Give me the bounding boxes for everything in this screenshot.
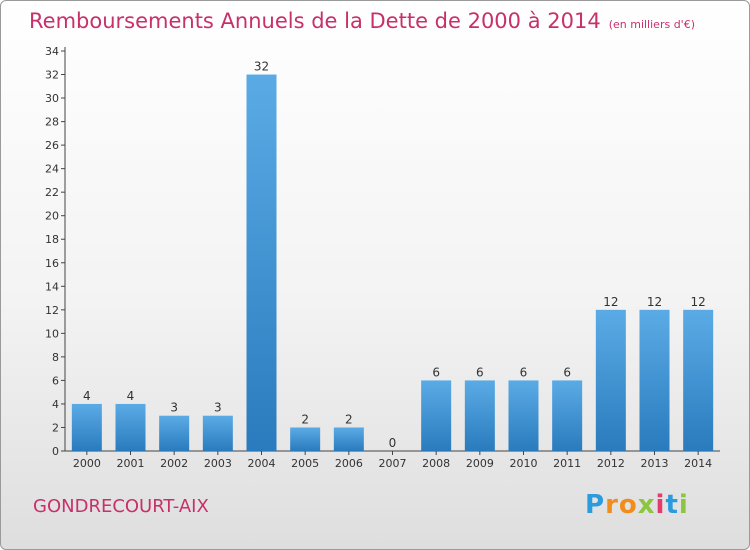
bar-2002 <box>159 415 190 451</box>
y-tick-label: 8 <box>52 351 59 364</box>
y-tick-label: 18 <box>45 233 59 246</box>
y-tick-label: 12 <box>45 304 59 317</box>
y-tick-label: 26 <box>45 139 59 152</box>
y-tick-label: 14 <box>45 280 59 293</box>
city-name: GONDRECOURT-AIX <box>33 496 209 517</box>
data-label-2003: 3 <box>214 401 222 415</box>
x-tick-label-2008: 2008 <box>422 457 450 470</box>
bar-2005 <box>290 427 321 451</box>
data-label-2012: 12 <box>603 295 618 309</box>
x-tick-label-2010: 2010 <box>510 457 538 470</box>
y-tick-label: 20 <box>45 210 59 223</box>
data-label-2001: 4 <box>127 389 135 403</box>
logo-letter: t <box>665 490 679 520</box>
y-tick-label: 6 <box>52 374 59 387</box>
y-tick-label: 22 <box>45 186 59 199</box>
x-tick-label-2004: 2004 <box>248 457 276 470</box>
chart-title-unit: (en milliers d'€) <box>608 18 695 31</box>
data-label-2013: 12 <box>647 295 662 309</box>
logo-letter: x <box>637 490 656 520</box>
logo-letter: i <box>678 490 689 520</box>
data-label-2009: 6 <box>476 365 484 379</box>
x-tick-label-2011: 2011 <box>553 457 581 470</box>
y-tick-label: 32 <box>45 69 59 82</box>
y-tick-label: 10 <box>45 327 59 340</box>
bar-2009 <box>464 380 495 451</box>
bar-2013 <box>639 309 670 451</box>
y-tick-label: 0 <box>52 445 59 458</box>
x-tick-label-2003: 2003 <box>204 457 232 470</box>
data-label-2011: 6 <box>563 365 571 379</box>
x-tick-label-2005: 2005 <box>291 457 319 470</box>
bar-2011 <box>552 380 583 451</box>
proxiti-logo: Proxiti <box>585 490 689 520</box>
data-label-2005: 2 <box>301 412 309 426</box>
chart-title: Remboursements Annuels de la Dette de 20… <box>29 9 695 33</box>
x-tick-label-2009: 2009 <box>466 457 494 470</box>
y-tick-label: 28 <box>45 116 59 129</box>
x-tick-label-2000: 2000 <box>73 457 101 470</box>
data-label-2006: 2 <box>345 412 353 426</box>
chart-title-main: Remboursements Annuels de la Dette de 20… <box>29 9 601 33</box>
logo-letter: P <box>585 490 606 520</box>
y-tick-label: 4 <box>52 398 59 411</box>
logo-letter: o <box>618 490 638 520</box>
bar-2004 <box>246 74 277 451</box>
data-label-2010: 6 <box>520 365 528 379</box>
y-tick-label: 24 <box>45 163 59 176</box>
bar-2000 <box>71 403 102 451</box>
logo-letter: i <box>655 490 666 520</box>
x-tick-label-2002: 2002 <box>160 457 188 470</box>
logo-letter: r <box>605 490 619 520</box>
data-label-2004: 32 <box>254 60 269 74</box>
y-tick-label: 16 <box>45 257 59 270</box>
y-tick-label: 30 <box>45 92 59 105</box>
x-tick-label-2006: 2006 <box>335 457 363 470</box>
bar-2008 <box>421 380 452 451</box>
data-label-2014: 12 <box>691 295 706 309</box>
y-tick-label: 2 <box>52 421 59 434</box>
x-tick-label-2013: 2013 <box>641 457 669 470</box>
bar-2012 <box>595 309 626 451</box>
bar-2003 <box>202 415 233 451</box>
data-label-2008: 6 <box>432 365 440 379</box>
data-label-2007: 0 <box>389 436 397 450</box>
data-label-2002: 3 <box>170 401 178 415</box>
bar-2014 <box>683 309 714 451</box>
x-tick-label-2007: 2007 <box>379 457 407 470</box>
x-tick-label-2014: 2014 <box>684 457 712 470</box>
x-tick-label-2001: 2001 <box>117 457 145 470</box>
bar-2001 <box>115 403 146 451</box>
data-label-2000: 4 <box>83 389 91 403</box>
bar-2010 <box>508 380 539 451</box>
bar-2006 <box>333 427 364 451</box>
x-tick-label-2012: 2012 <box>597 457 625 470</box>
y-tick-label: 34 <box>45 45 59 58</box>
